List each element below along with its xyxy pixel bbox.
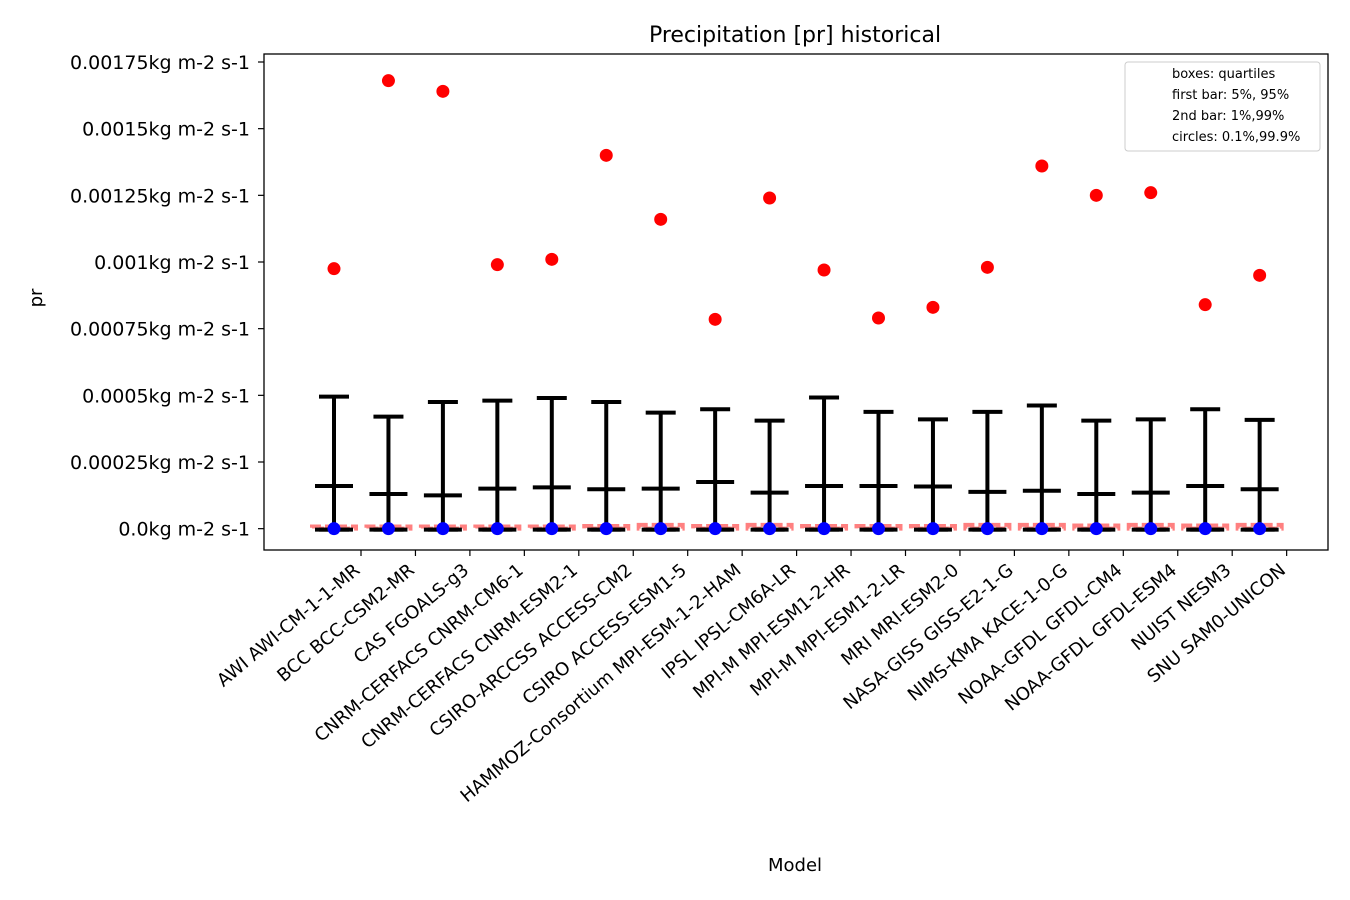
legend-entry: first bar: 5%, 95%: [1172, 88, 1289, 103]
legend-entry: circles: 0.1%,99.9%: [1172, 130, 1300, 145]
low-circle-marker: [1144, 522, 1158, 536]
low-circle-marker: [926, 522, 940, 536]
low-circle-marker: [599, 522, 613, 536]
high-circle-marker: [381, 74, 395, 88]
x-axis-label: Model: [768, 855, 822, 876]
high-circle-marker: [1198, 298, 1212, 312]
low-circle-marker: [763, 522, 777, 536]
low-circle-marker: [381, 522, 395, 536]
high-circle-marker: [436, 84, 450, 98]
high-circle-marker: [1253, 268, 1267, 282]
low-circle-marker: [708, 522, 722, 536]
chart-title: Precipitation [pr] historical: [649, 23, 941, 48]
y-tick-label: 0.00025kg m-2 s-1: [70, 452, 250, 474]
y-tick-label: 0.001kg m-2 s-1: [94, 252, 250, 274]
high-circle-marker: [1144, 186, 1158, 200]
high-circle-marker: [872, 311, 885, 325]
low-circle-marker: [817, 522, 831, 536]
legend-box: [1124, 61, 1321, 152]
high-circle-marker: [545, 252, 559, 266]
y-tick-label: 0.00075kg m-2 s-1: [70, 319, 250, 341]
high-circle-marker: [980, 260, 994, 274]
y-tick-label: 0.0015kg m-2 s-1: [82, 119, 250, 141]
y-tick-label: 0.00175kg m-2 s-1: [70, 52, 250, 74]
high-circle-marker: [1089, 188, 1103, 202]
high-circle-marker: [1035, 159, 1049, 173]
high-circle-marker: [708, 312, 722, 326]
legend-entry: 2nd bar: 1%,99%: [1172, 109, 1284, 124]
plot-frame: [263, 53, 1329, 551]
high-circle-marker: [599, 148, 613, 162]
low-circle-marker: [1089, 522, 1103, 536]
y-tick-label: 0.0kg m-2 s-1: [118, 519, 250, 541]
low-circle-marker: [654, 522, 668, 536]
y-tick-label: 0.00125kg m-2 s-1: [70, 185, 250, 207]
low-circle-marker: [490, 522, 504, 536]
low-circle-marker: [436, 522, 450, 536]
y-tick-label: 0.0005kg m-2 s-1: [82, 385, 250, 407]
plot-marks: [310, 74, 1284, 536]
low-circle-marker: [1198, 522, 1212, 536]
high-circle-marker: [817, 263, 831, 277]
high-circle-marker: [654, 212, 668, 226]
legend-entry: boxes: quartiles: [1172, 67, 1276, 82]
low-circle-marker: [545, 522, 559, 536]
low-circle-marker: [980, 522, 994, 536]
legend: boxes: quartiles first bar: 5%, 95% 2nd …: [1124, 61, 1321, 152]
low-circle-marker: [872, 522, 885, 536]
low-circle-marker: [1253, 522, 1267, 536]
high-circle-marker: [763, 191, 777, 205]
low-circle-marker: [327, 522, 341, 536]
high-circle-marker: [327, 262, 341, 276]
high-circle-marker: [490, 258, 504, 272]
y-axis-ticks: 0.0kg m-2 s-1 0.00025kg m-2 s-1 0.0005kg m…: [70, 52, 264, 541]
low-circle-marker: [1035, 522, 1049, 536]
high-circle-marker: [926, 300, 940, 314]
y-axis-label: pr: [26, 288, 47, 307]
